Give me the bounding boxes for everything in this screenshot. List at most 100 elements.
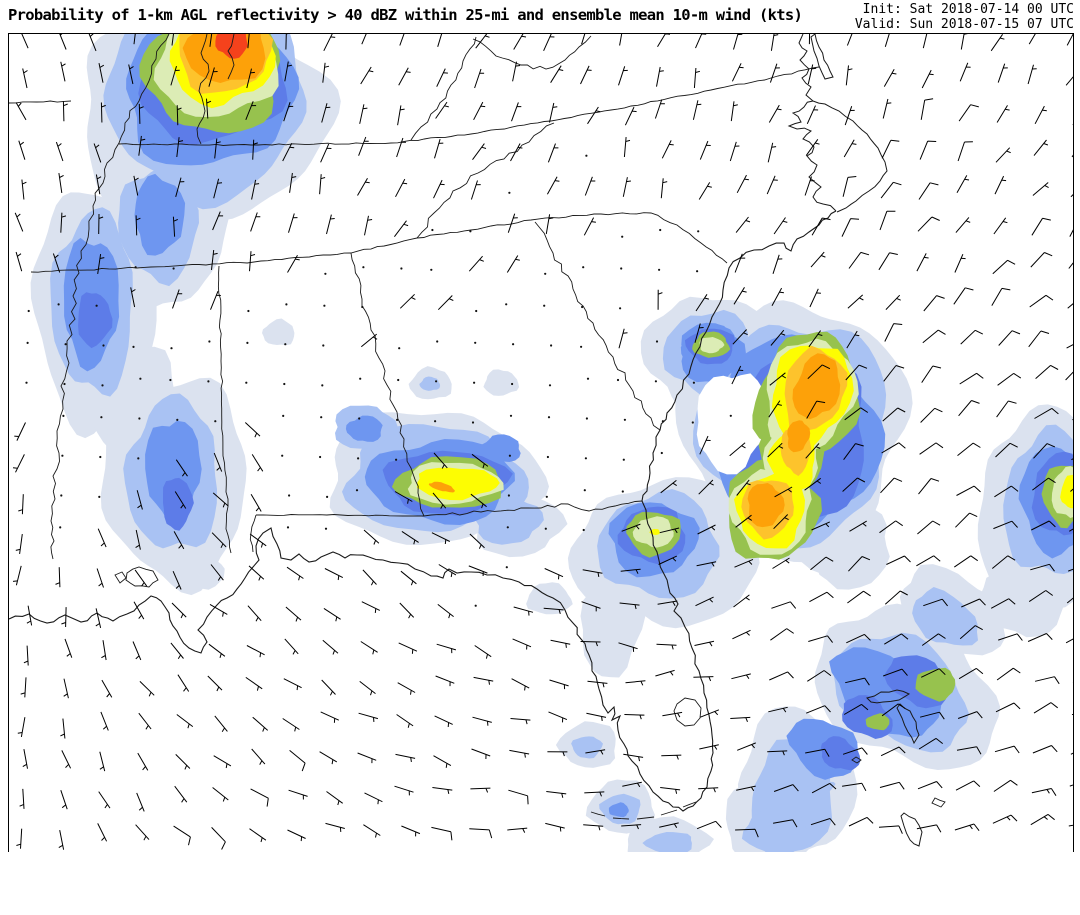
calm-dot <box>57 303 60 306</box>
wind-barb <box>958 104 979 122</box>
wind-barb <box>660 178 668 199</box>
valid-timestamp: Valid: Sun 2018-07-15 07 UTC <box>854 17 1074 32</box>
geo-line <box>350 252 425 517</box>
wind-barb <box>811 521 831 531</box>
probability-contour <box>787 420 811 453</box>
wind-barb <box>960 329 984 345</box>
wind-barb <box>619 34 623 46</box>
wind-barb <box>916 253 929 272</box>
wind-barb <box>960 34 968 50</box>
wind-barb <box>661 140 674 159</box>
wind-barb <box>1070 488 1073 492</box>
calm-dot <box>396 418 399 421</box>
geo-line <box>118 66 820 146</box>
calm-dot <box>621 235 624 238</box>
wind-barb <box>252 716 269 732</box>
calm-dot <box>469 230 472 233</box>
calm-dot <box>511 343 515 346</box>
wind-barb <box>510 718 531 725</box>
calm-dot <box>622 458 625 461</box>
calm-dot <box>505 566 508 569</box>
wind-barb <box>361 601 381 613</box>
wind-barb <box>957 141 973 162</box>
wind-barb <box>211 827 226 850</box>
wind-barb <box>172 289 183 309</box>
wind-barb <box>132 641 142 661</box>
wind-barb <box>1069 784 1073 787</box>
wind-barb <box>399 602 415 619</box>
wind-barb <box>319 751 338 765</box>
calm-dot <box>471 421 475 424</box>
geo-line <box>896 703 920 745</box>
wind-barb <box>60 61 66 82</box>
calm-dot <box>473 381 476 384</box>
wind-barb <box>918 478 940 495</box>
wind-barb <box>920 98 934 120</box>
wind-barb <box>732 629 751 640</box>
wind-barb <box>1034 407 1059 419</box>
wind-barb <box>923 295 945 312</box>
wind-barb <box>176 137 184 158</box>
wind-barb <box>586 712 607 721</box>
wind-barb <box>731 673 751 680</box>
wind-barb <box>508 789 529 805</box>
wind-barb <box>61 750 72 769</box>
calm-dot <box>434 420 437 423</box>
wind-barb <box>1071 713 1073 715</box>
calm-dot <box>285 303 288 306</box>
wind-barb <box>737 742 756 751</box>
wind-barb <box>322 639 339 655</box>
wind-barb <box>1031 217 1051 236</box>
calm-dot <box>547 416 551 419</box>
wind-barb <box>660 480 677 494</box>
wind-barb <box>656 66 664 87</box>
wind-barb <box>431 826 453 841</box>
calm-dot <box>436 340 439 343</box>
wind-barb <box>842 747 868 755</box>
wind-barb <box>284 61 292 82</box>
calm-dot <box>214 420 217 423</box>
wind-barb <box>17 717 26 737</box>
calm-dot <box>506 526 509 529</box>
wind-barb <box>958 400 980 417</box>
wind-barb <box>919 140 937 160</box>
wind-barb <box>506 255 520 273</box>
wind-barb <box>55 567 61 588</box>
wind-barb <box>550 639 571 648</box>
wind-barb <box>767 750 788 756</box>
wind-barb <box>843 443 864 460</box>
wind-barb <box>695 294 710 312</box>
wind-barb <box>997 63 1008 83</box>
wind-barb <box>882 98 892 119</box>
calm-dot <box>585 154 588 157</box>
wind-barb <box>917 216 940 232</box>
wind-barb <box>921 633 946 646</box>
wind-barb <box>954 555 978 568</box>
wind-barb <box>545 822 565 832</box>
calm-dot <box>247 309 250 313</box>
wind-barb <box>841 218 860 237</box>
wind-barb <box>767 142 777 163</box>
wind-barb <box>207 675 223 692</box>
wind-barb <box>437 604 454 619</box>
calm-dot <box>511 382 514 386</box>
wind-barb <box>1065 76 1073 86</box>
wind-barb <box>659 527 680 534</box>
probability-contour <box>747 483 785 528</box>
wind-barb <box>98 791 111 809</box>
wind-barb <box>138 712 152 730</box>
calm-dot <box>430 268 433 271</box>
wind-barb <box>436 68 448 87</box>
wind-barb <box>249 828 267 843</box>
wind-barb <box>251 179 260 200</box>
probability-contour <box>608 802 629 818</box>
timestamps: Init: Sat 2018-07-14 00 UTC Valid: Sun 2… <box>855 2 1074 32</box>
calm-dot <box>397 378 400 382</box>
calm-dot <box>138 417 141 420</box>
calm-dot <box>692 381 696 384</box>
wind-barb <box>394 220 409 238</box>
wind-barb <box>251 454 264 472</box>
wind-barb <box>137 752 149 771</box>
wind-barb <box>97 254 105 274</box>
calm-dot <box>582 266 585 269</box>
